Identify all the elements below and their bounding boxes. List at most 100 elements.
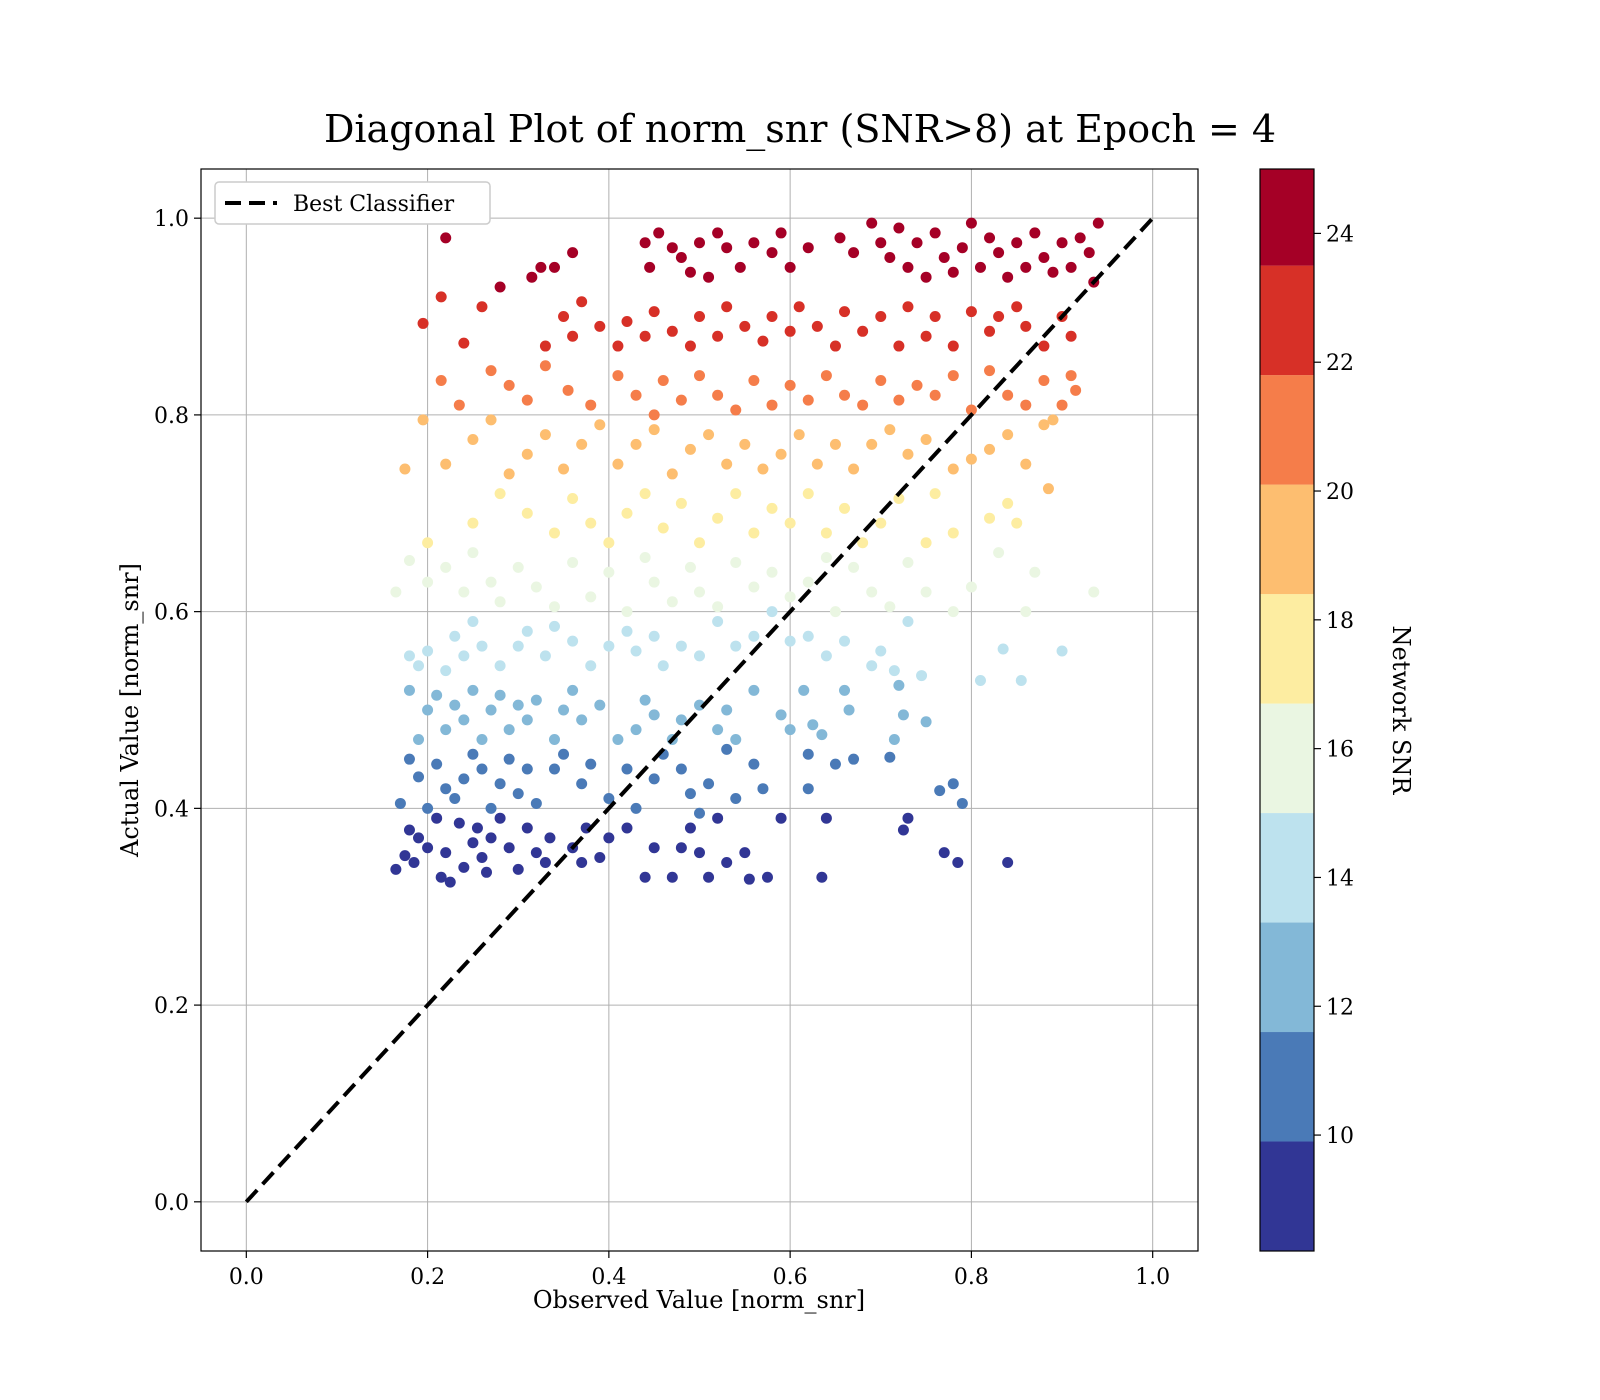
scatter-point — [730, 734, 742, 746]
scatter-point — [911, 379, 923, 391]
scatter-point — [621, 763, 633, 775]
scatter-point — [485, 576, 497, 588]
scatter-point — [1038, 419, 1050, 431]
scatter-point — [449, 699, 461, 711]
scatter-point — [802, 488, 814, 500]
scatter-point — [920, 434, 932, 445]
scatter-point — [721, 458, 733, 470]
x-axis-label: Observed Value [norm_snr] — [533, 1286, 865, 1314]
scatter-point — [539, 650, 551, 662]
scatter-point — [1020, 606, 1032, 618]
scatter-point — [544, 832, 556, 844]
scatter-point — [784, 517, 796, 529]
scatter-point — [739, 847, 751, 859]
scatter-point — [721, 242, 733, 254]
scatter-point — [820, 812, 832, 824]
scatter-point — [548, 620, 560, 632]
scatter-point — [567, 493, 579, 505]
scatter-points — [390, 217, 1104, 888]
scatter-point — [648, 773, 660, 785]
scatter-point — [694, 807, 705, 819]
scatter-point — [657, 374, 669, 386]
scatter-point — [603, 793, 615, 805]
scatter-point — [494, 689, 506, 701]
scatter-point — [485, 802, 497, 814]
scatter-point — [1002, 856, 1014, 868]
y-tick-label: 0.6 — [154, 601, 189, 626]
scatter-point — [403, 684, 415, 696]
scatter-point — [399, 850, 411, 862]
scatter-point — [684, 443, 696, 455]
scatter-point — [440, 847, 452, 859]
scatter-point — [435, 291, 447, 303]
scatter-point — [422, 704, 434, 716]
scatter-point — [956, 242, 968, 254]
scatter-point — [558, 748, 570, 760]
scatter-point — [911, 237, 923, 249]
scatter-point — [684, 340, 696, 352]
scatter-point — [974, 674, 986, 686]
scatter-point — [734, 261, 746, 273]
scatter-point — [585, 399, 597, 411]
scatter-point — [766, 247, 778, 259]
scatter-point — [431, 812, 443, 824]
scatter-point — [612, 734, 624, 746]
scatter-point — [721, 704, 733, 716]
scatter-point — [666, 596, 678, 608]
scatter-point — [902, 812, 914, 824]
scatter-point — [521, 625, 533, 637]
scatter-point — [712, 601, 724, 613]
scatter-point — [458, 586, 470, 598]
scatter-point — [829, 438, 841, 450]
scatter-point — [422, 645, 434, 657]
scatter-point — [521, 714, 533, 726]
legend-box — [214, 181, 491, 225]
scatter-point — [548, 601, 560, 613]
scatter-point — [422, 576, 434, 588]
scatter-point — [748, 527, 760, 539]
scatter-point — [1038, 374, 1050, 386]
scatter-point — [712, 389, 724, 401]
scatter-point — [793, 429, 805, 441]
scatter-point — [920, 330, 932, 342]
scatter-point — [993, 547, 1005, 559]
scatter-point — [757, 335, 769, 347]
scatter-point — [893, 222, 905, 234]
scatter-point — [816, 729, 828, 741]
scatter-point — [535, 261, 547, 273]
x-tick-label: 1.0 — [1135, 1265, 1170, 1290]
scatter-point — [548, 763, 560, 775]
colorbar-band — [1260, 265, 1314, 376]
scatter-point — [684, 561, 696, 573]
scatter-point — [1042, 483, 1054, 495]
scatter-point — [648, 576, 660, 588]
scatter-point — [820, 650, 832, 662]
scatter-point — [875, 311, 887, 323]
scatter-point — [539, 429, 551, 441]
scatter-point — [811, 320, 823, 332]
scatter-point — [730, 488, 742, 500]
scatter-point — [902, 615, 914, 627]
scatter-point — [965, 581, 977, 593]
scatter-point — [440, 232, 452, 244]
scatter-point — [784, 591, 796, 603]
scatter-point — [1002, 497, 1014, 509]
scatter-point — [567, 635, 579, 647]
scatter-point — [893, 679, 905, 691]
scatter-point — [857, 399, 869, 411]
scatter-point — [476, 852, 488, 864]
scatter-point — [675, 394, 687, 406]
scatter-point — [947, 340, 959, 352]
scatter-point — [839, 306, 851, 318]
scatter-point — [594, 852, 606, 864]
scatter-point — [644, 261, 656, 273]
colorbar-band — [1260, 484, 1314, 595]
scatter-point — [444, 876, 456, 888]
scatter-point — [585, 517, 597, 529]
scatter-point — [694, 237, 705, 249]
scatter-point — [657, 522, 669, 534]
y-tick-label: 0.2 — [154, 994, 189, 1019]
colorbar-tick-label: 24 — [1326, 222, 1354, 247]
scatter-point — [612, 458, 624, 470]
scatter-point — [748, 374, 760, 386]
